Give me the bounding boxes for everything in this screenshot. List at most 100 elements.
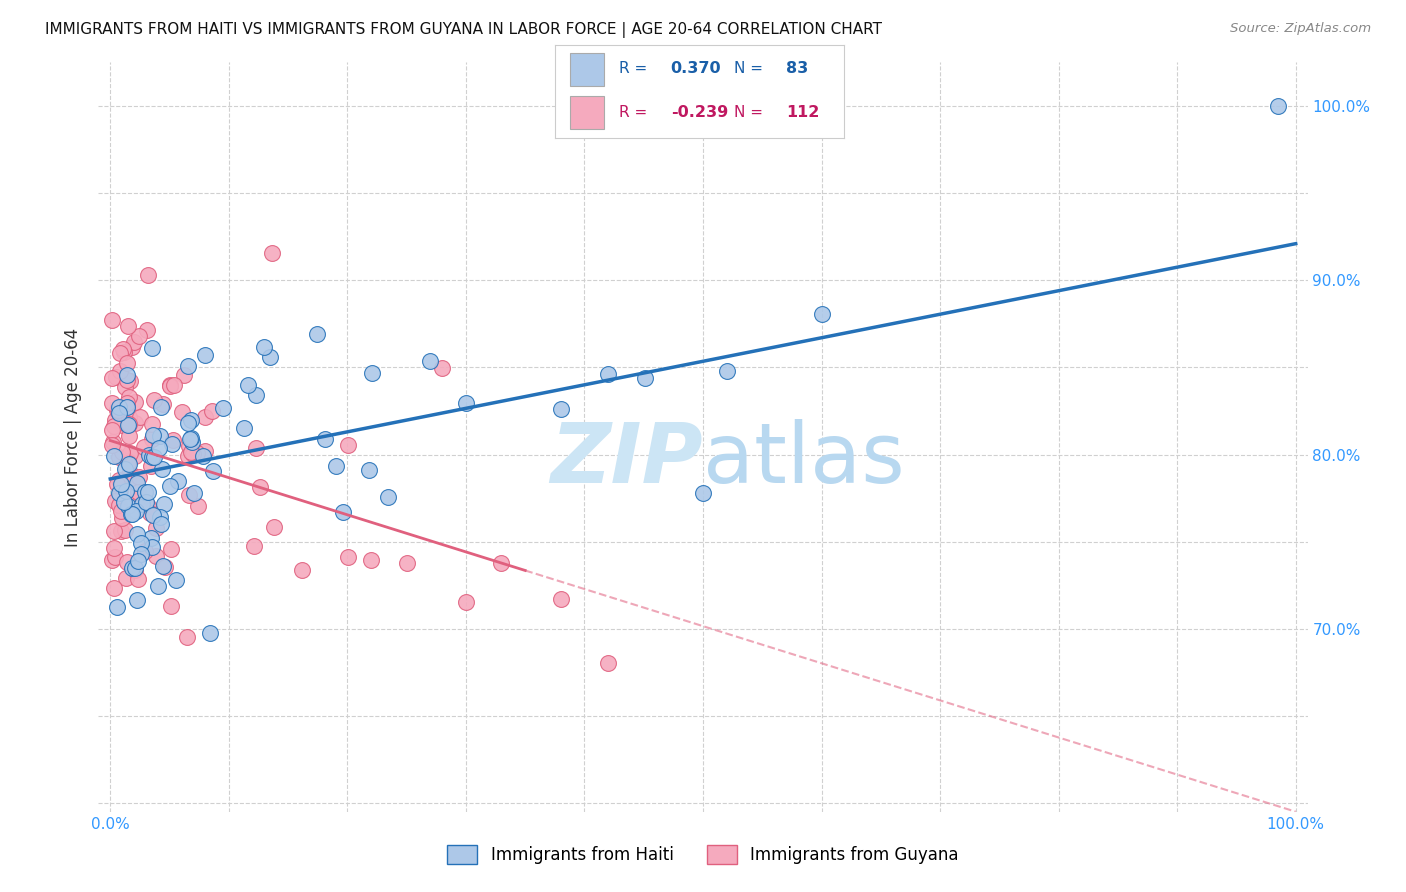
Point bbox=[110, 503, 132, 517]
Point bbox=[117, 454, 139, 468]
Point bbox=[314, 432, 336, 446]
Point bbox=[187, 499, 209, 513]
Point bbox=[193, 449, 215, 463]
Point bbox=[127, 491, 149, 506]
Point bbox=[110, 524, 132, 538]
Point bbox=[160, 599, 183, 614]
Point bbox=[117, 319, 139, 334]
Point bbox=[152, 397, 174, 411]
Point bbox=[149, 509, 172, 524]
Point bbox=[193, 409, 215, 424]
Point bbox=[141, 450, 163, 464]
Point bbox=[139, 506, 162, 520]
Point bbox=[245, 388, 267, 402]
Text: R =: R = bbox=[619, 104, 647, 120]
Point bbox=[200, 625, 222, 640]
Point bbox=[165, 573, 187, 587]
Point bbox=[101, 438, 124, 452]
Point bbox=[118, 457, 141, 471]
Point bbox=[110, 483, 132, 498]
Point bbox=[129, 536, 152, 550]
Legend: Immigrants from Haiti, Immigrants from Guyana: Immigrants from Haiti, Immigrants from G… bbox=[440, 838, 966, 871]
Point bbox=[201, 464, 224, 478]
Point bbox=[127, 484, 149, 499]
Point bbox=[598, 657, 620, 671]
Point bbox=[111, 511, 134, 525]
Point bbox=[117, 417, 139, 432]
Point bbox=[146, 579, 169, 593]
Point bbox=[142, 508, 165, 523]
Point bbox=[395, 556, 418, 570]
Point bbox=[141, 540, 163, 554]
Point bbox=[138, 499, 160, 513]
Point bbox=[141, 458, 163, 473]
Point bbox=[263, 520, 285, 534]
Point bbox=[136, 268, 159, 282]
Point bbox=[550, 592, 572, 607]
Point bbox=[307, 327, 329, 342]
Point bbox=[160, 437, 183, 451]
Point bbox=[141, 427, 163, 442]
Point bbox=[111, 418, 134, 433]
Point bbox=[360, 553, 382, 567]
Point bbox=[114, 345, 136, 359]
Text: ZIP: ZIP bbox=[550, 419, 703, 500]
Point bbox=[194, 349, 217, 363]
Point bbox=[149, 517, 172, 532]
Point bbox=[108, 485, 131, 500]
Point bbox=[134, 484, 156, 499]
Point bbox=[103, 434, 125, 449]
Point bbox=[142, 393, 165, 408]
Point bbox=[100, 553, 122, 567]
Point bbox=[337, 438, 360, 452]
Point bbox=[181, 447, 204, 461]
Point bbox=[114, 523, 136, 537]
Point bbox=[200, 404, 222, 418]
Point bbox=[135, 495, 157, 509]
Point bbox=[141, 417, 163, 431]
Point bbox=[153, 560, 176, 574]
Point bbox=[111, 445, 134, 459]
Y-axis label: In Labor Force | Age 20-64: In Labor Force | Age 20-64 bbox=[65, 327, 83, 547]
Point bbox=[173, 368, 195, 382]
Point bbox=[138, 448, 160, 462]
Text: N =: N = bbox=[734, 62, 763, 77]
Point bbox=[194, 444, 217, 458]
Point bbox=[124, 395, 146, 409]
Point bbox=[114, 380, 136, 394]
Point bbox=[115, 555, 138, 569]
Point bbox=[104, 494, 127, 508]
Point bbox=[262, 245, 284, 260]
Point bbox=[550, 402, 572, 417]
Point bbox=[163, 378, 186, 392]
Point bbox=[167, 474, 190, 488]
Point bbox=[120, 508, 142, 522]
Point bbox=[118, 390, 141, 404]
Point bbox=[159, 479, 181, 493]
Point bbox=[419, 354, 441, 368]
Point bbox=[108, 346, 131, 360]
Point bbox=[122, 334, 145, 349]
Point bbox=[253, 340, 276, 354]
Point bbox=[177, 359, 200, 374]
Point bbox=[177, 439, 200, 453]
Point bbox=[108, 400, 131, 414]
Point bbox=[131, 496, 153, 510]
Point bbox=[291, 563, 314, 577]
Point bbox=[127, 572, 149, 586]
Point bbox=[160, 542, 183, 557]
Point bbox=[118, 467, 141, 482]
Point bbox=[121, 340, 143, 354]
Bar bbox=[569, 53, 605, 86]
Point bbox=[179, 432, 201, 446]
Point bbox=[180, 445, 202, 459]
Point bbox=[124, 563, 146, 577]
Point bbox=[598, 367, 620, 381]
Point bbox=[115, 571, 138, 585]
Point bbox=[132, 440, 155, 454]
Point bbox=[107, 498, 129, 512]
Point bbox=[120, 467, 142, 481]
Point bbox=[180, 413, 202, 427]
Point bbox=[127, 554, 149, 568]
Point bbox=[134, 543, 156, 558]
